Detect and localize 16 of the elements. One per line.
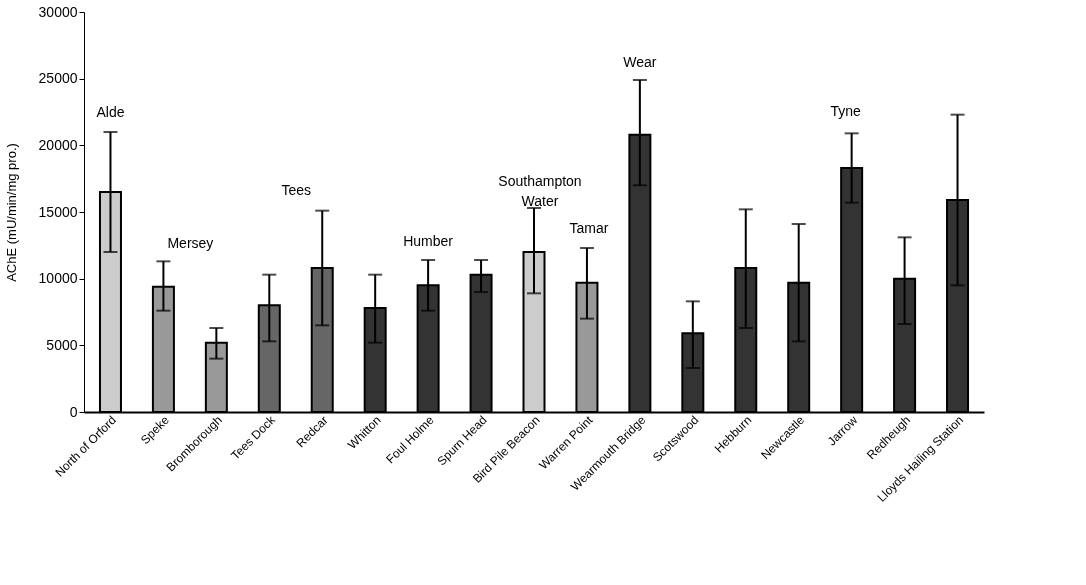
annotation: Mersey [167, 235, 214, 251]
y-tick-label: 20000 [38, 136, 78, 153]
annotation: Tyne [830, 103, 862, 119]
annotation: Tamar [569, 220, 609, 236]
annotation: Tees [281, 182, 312, 198]
y-tick-label: 15000 [38, 203, 78, 220]
y-tick-label: 5000 [46, 336, 78, 353]
y-tick-label: 0 [69, 403, 78, 420]
annotation: Alde [96, 104, 125, 120]
annotation: Southampton Water [498, 173, 582, 209]
y-tick-label: 25000 [38, 70, 78, 87]
y-tick-label: 30000 [38, 3, 78, 20]
annotation: Humber [403, 233, 454, 249]
y-tick-label: 10000 [38, 270, 78, 287]
y-axis-title: AChE (mU/min/mg pro.) [3, 143, 19, 282]
annotation: Wear [623, 54, 657, 70]
